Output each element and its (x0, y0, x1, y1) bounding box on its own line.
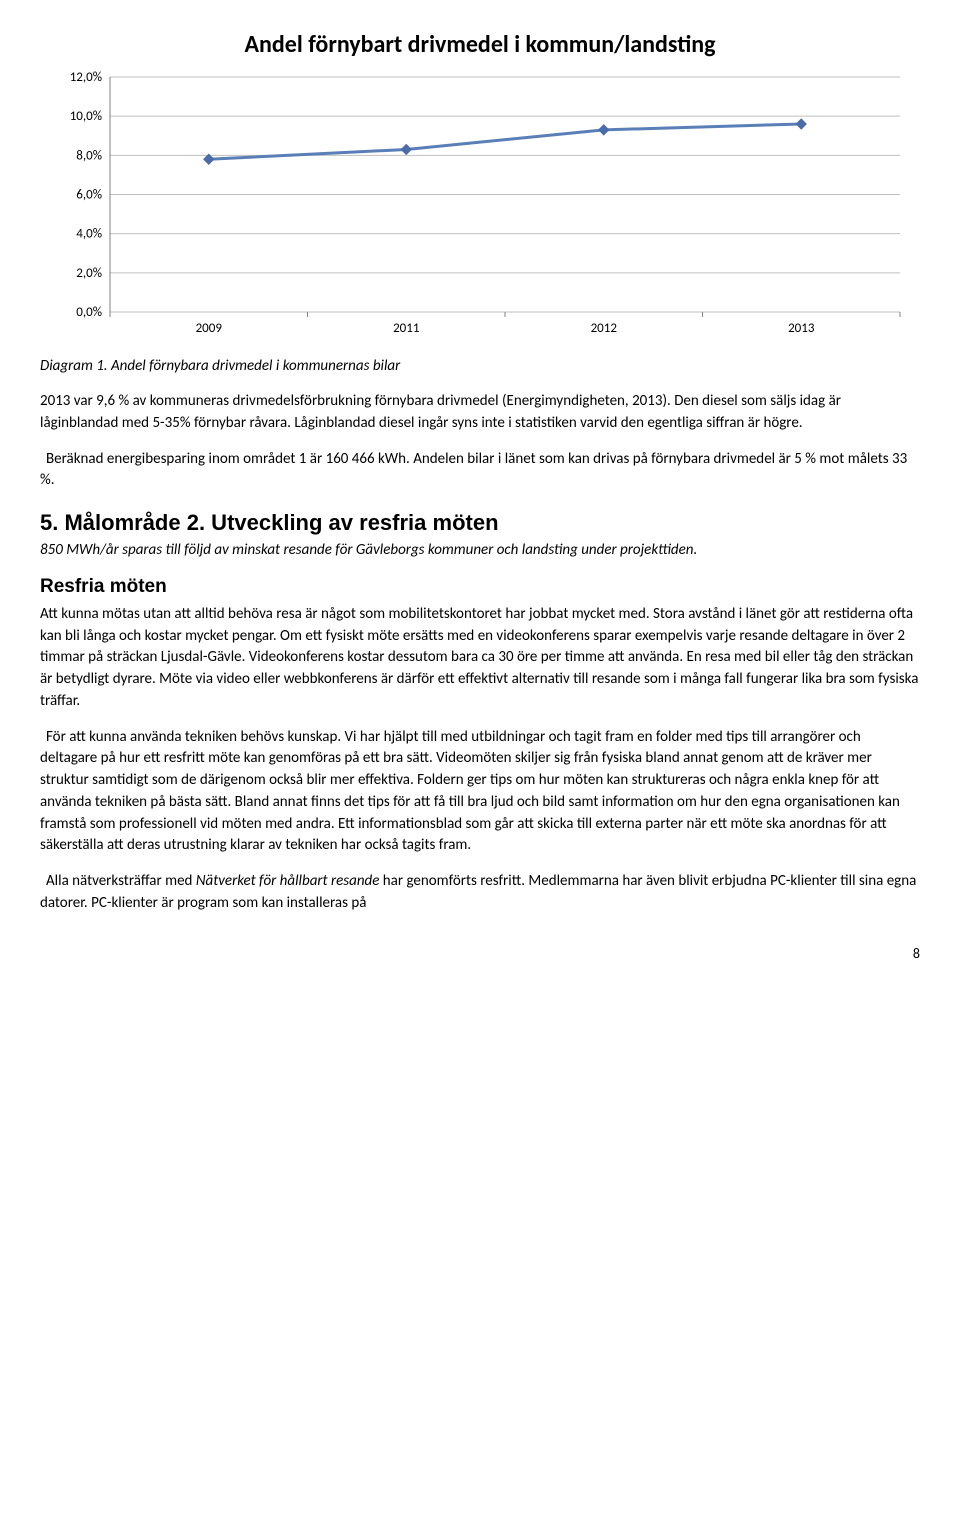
svg-text:2012: 2012 (591, 321, 618, 336)
svg-text:0,0%: 0,0% (76, 305, 102, 320)
svg-text:4,0%: 4,0% (76, 227, 102, 242)
paragraph-5-italic: Nätverket för hållbart resande (196, 872, 380, 890)
paragraph-2: Beräknad energibesparing inom området 1 … (40, 449, 920, 493)
chart-title: Andel förnybart drivmedel i kommun/lands… (40, 30, 920, 59)
section-heading: 5. Målområde 2. Utveckling av resfria mö… (40, 510, 920, 536)
chart-caption: Diagram 1. Andel förnybara drivmedel i k… (40, 357, 920, 375)
paragraph-5a: Alla nätverksträffar med (46, 872, 196, 890)
line-chart: 12,0% 10,0% 8,0% 6,0% 4,0% 2,0% 0,0% 2009 2011 20… (40, 67, 920, 347)
paragraph-5: Alla nätverksträffar med Nätverket för h… (40, 871, 920, 915)
paragraph-4: För att kunna använda tekniken behövs ku… (40, 727, 920, 858)
svg-text:6,0%: 6,0% (76, 188, 102, 203)
section-subtitle: 850 MWh/år sparas till följd av minskat … (40, 540, 920, 562)
chart-container: 12,0% 10,0% 8,0% 6,0% 4,0% 2,0% 0,0% 2009 2011 20… (40, 67, 920, 347)
svg-text:12,0%: 12,0% (70, 70, 102, 85)
paragraph-4-text: För att kunna använda tekniken behövs ku… (40, 728, 900, 855)
paragraph-2-text: Beräknad energibesparing inom området 1 … (40, 450, 907, 490)
svg-text:2009: 2009 (196, 321, 223, 336)
svg-text:10,0%: 10,0% (70, 109, 102, 124)
svg-text:2,0%: 2,0% (76, 266, 102, 281)
paragraph-3: Att kunna mötas utan att alltid behöva r… (40, 604, 920, 713)
svg-text:2013: 2013 (788, 321, 815, 336)
subheading-resfria: Resfria möten (40, 576, 920, 598)
paragraph-1: 2013 var 9,6 % av kommuneras drivmedelsf… (40, 391, 920, 435)
page-number: 8 (40, 945, 920, 962)
svg-text:2011: 2011 (393, 321, 419, 336)
svg-text:8,0%: 8,0% (76, 148, 102, 163)
